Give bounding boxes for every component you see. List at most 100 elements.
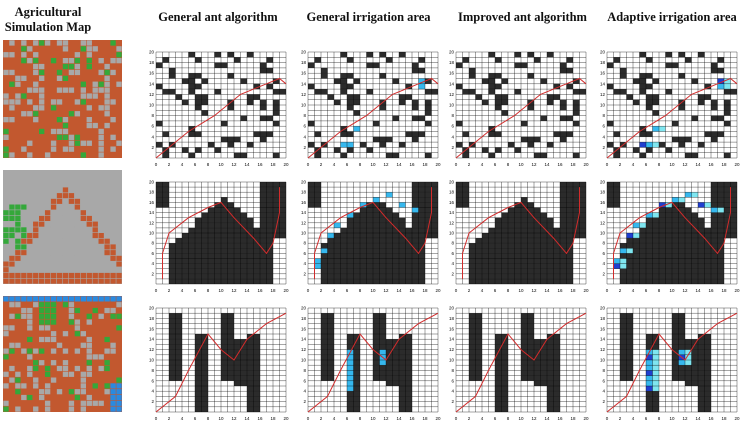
y-tick: 8 [602,241,605,246]
x-tick: 14 [695,162,701,167]
y-tick: 8 [602,368,605,373]
x-tick: 8 [359,288,362,293]
y-tick: 8 [151,368,154,373]
x-tick: 20 [435,416,441,421]
y-tick: 4 [303,261,306,266]
y-tick: 10 [301,103,307,108]
x-tick: 10 [370,288,376,293]
x-tick: 10 [218,288,224,293]
x-tick: 12 [231,416,237,421]
x-tick: 6 [346,288,349,293]
x-tick: 10 [518,162,524,167]
path-line [606,312,738,413]
y-tick: 16 [149,326,155,331]
x-tick: 10 [518,288,524,293]
x-tick: 8 [207,416,210,421]
y-tick: 2 [151,145,154,150]
x-tick: 0 [155,416,158,421]
x-tick: 0 [455,288,458,293]
y-tick: 20 [600,50,606,55]
path-line [162,187,280,279]
path-plot-r2-c1: 0 2 4 6 8 10 12 14 16 18 20 2 4 6 8 10 12 14 16 18 20 [146,180,290,300]
x-tick: 2 [468,416,471,421]
y-tick: 14 [149,337,155,342]
x-tick: 6 [194,162,197,167]
x-tick: 16 [557,162,563,167]
x-tick: 18 [270,162,276,167]
y-tick: 6 [151,124,154,129]
x-tick: 12 [682,288,688,293]
y-tick: 8 [602,113,605,118]
path-line [606,77,738,159]
x-tick: 6 [645,288,648,293]
y-tick: 6 [303,251,306,256]
x-tick: 10 [669,162,675,167]
x-tick: 18 [422,416,428,421]
x-tick: 8 [658,416,661,421]
x-tick: 20 [283,416,289,421]
y-tick: 12 [449,92,455,97]
y-tick: 16 [301,71,307,76]
x-tick: 8 [507,416,510,421]
y-tick: 8 [151,241,154,246]
path-plot-r1-c1: 0 2 4 6 8 10 12 14 16 18 20 2 4 6 8 10 12 14 16 18 20 [146,50,290,174]
x-tick: 0 [307,162,310,167]
y-tick: 4 [303,389,306,394]
x-tick: 12 [682,416,688,421]
x-tick: 12 [682,162,688,167]
x-tick: 14 [396,162,402,167]
path-line [314,187,432,279]
x-tick: 20 [435,162,441,167]
path-line [155,312,287,413]
y-tick: 2 [451,399,454,404]
x-tick: 16 [409,416,415,421]
x-tick: 12 [531,162,537,167]
x-tick: 4 [333,162,336,167]
y-tick: 16 [149,71,155,76]
x-tick: 8 [658,288,661,293]
x-tick: 8 [359,416,362,421]
x-tick: 18 [570,288,576,293]
y-tick: 14 [149,210,155,215]
y-tick: 4 [451,134,454,139]
y-tick: 6 [303,378,306,383]
path-line [307,312,439,413]
map-column-header: Agricultural Simulation Map [4,5,92,34]
path-line [613,187,731,279]
y-tick: 12 [449,347,455,352]
y-tick: 12 [149,347,155,352]
x-tick: 0 [155,288,158,293]
x-tick: 14 [544,162,550,167]
y-tick: 18 [149,316,155,321]
y-tick: 20 [449,180,455,185]
x-tick: 4 [632,416,635,421]
x-tick: 18 [270,416,276,421]
x-tick: 2 [168,416,171,421]
x-tick: 10 [218,162,224,167]
y-tick: 2 [451,145,454,150]
y-tick: 12 [149,220,155,225]
x-tick: 8 [658,162,661,167]
y-tick: 6 [602,378,605,383]
y-tick: 18 [449,190,455,195]
y-tick: 4 [451,261,454,266]
y-tick: 2 [303,399,306,404]
x-tick: 2 [619,162,622,167]
x-tick: 2 [619,416,622,421]
x-tick: 14 [544,416,550,421]
x-tick: 20 [435,288,441,293]
x-tick: 16 [557,288,563,293]
x-tick: 12 [383,162,389,167]
x-tick: 10 [669,416,675,421]
y-tick: 14 [301,337,307,342]
y-tick: 10 [301,231,307,236]
y-tick: 12 [600,220,606,225]
y-tick: 6 [151,251,154,256]
x-tick: 2 [619,288,622,293]
x-tick: 4 [481,416,484,421]
x-tick: 0 [307,416,310,421]
y-tick: 4 [602,134,605,139]
y-tick: 12 [600,92,606,97]
x-tick: 6 [645,162,648,167]
x-tick: 6 [194,416,197,421]
